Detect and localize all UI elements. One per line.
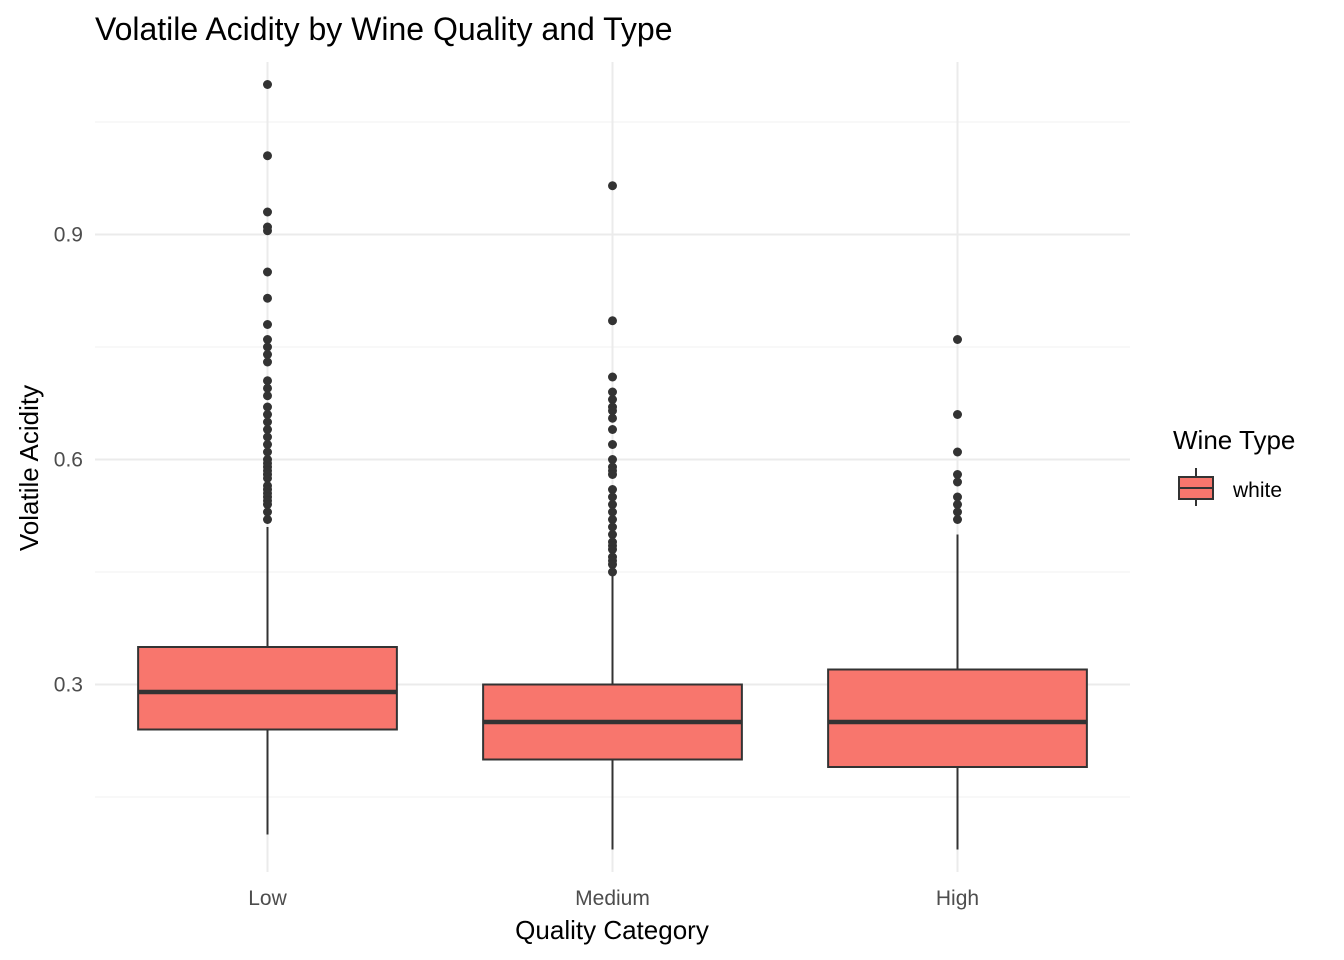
outlier-point — [608, 372, 617, 382]
outlier-point — [263, 507, 272, 517]
outlier-point — [953, 335, 962, 344]
outlier-point — [263, 342, 272, 352]
outlier-point — [263, 335, 272, 344]
outlier-point — [608, 560, 617, 569]
y-axis-ticks: 0.3 0.6 0.9 — [54, 224, 83, 697]
outlier-point — [263, 151, 272, 161]
outlier-point — [263, 440, 272, 449]
outlier-point — [263, 226, 272, 236]
outlier-point — [953, 477, 962, 487]
outlier-point — [263, 320, 272, 329]
legend-entries: white — [1178, 468, 1282, 506]
outlier-point — [263, 350, 272, 359]
outlier-point — [608, 522, 617, 532]
y-tick-label: 0.9 — [54, 224, 83, 247]
outlier-point — [608, 470, 617, 479]
outlier-point — [608, 500, 617, 509]
outlier-point — [953, 500, 962, 509]
outlier-point — [608, 440, 617, 449]
x-tick-label: High — [936, 887, 979, 910]
outlier-point — [608, 545, 617, 554]
legend: Wine Type white — [1173, 425, 1295, 506]
outlier-point — [608, 492, 617, 502]
outlier-point — [953, 447, 962, 457]
outlier-point — [608, 507, 617, 517]
outlier-point — [608, 515, 617, 524]
x-axis-title: Quality Category — [515, 915, 709, 945]
outlier-point — [608, 316, 617, 326]
box-low — [137, 80, 398, 835]
chart-title: Volatile Acidity by Wine Quality and Typ… — [95, 11, 673, 47]
outlier-point — [263, 267, 272, 277]
outlier-point — [608, 413, 617, 423]
outlier-point — [608, 567, 617, 577]
x-axis-ticks: Low Medium High — [248, 887, 979, 910]
x-tick-label: Low — [248, 887, 287, 910]
outlier-point — [953, 492, 962, 502]
box-plots — [137, 80, 1088, 850]
outlier-point — [263, 207, 272, 217]
outlier-point — [608, 181, 617, 191]
outlier-point — [608, 406, 617, 416]
box-medium — [482, 181, 743, 850]
outlier-point — [263, 357, 272, 367]
outlier-point — [263, 402, 272, 412]
box-iqr — [827, 668, 1088, 768]
outlier-point — [263, 80, 272, 89]
outlier-point — [263, 500, 272, 509]
y-axis-title: Volatile Acidity — [14, 385, 44, 551]
y-tick-label: 0.6 — [54, 449, 83, 472]
outlier-point — [263, 432, 272, 442]
outlier-point — [608, 425, 617, 434]
box-high — [827, 335, 1088, 850]
x-tick-label: Medium — [575, 887, 650, 910]
outlier-point — [263, 376, 272, 386]
legend-title: Wine Type — [1173, 425, 1295, 455]
outlier-point — [953, 515, 962, 524]
outlier-point — [953, 410, 962, 419]
outlier-point — [608, 530, 617, 539]
outlier-point — [608, 485, 617, 494]
outlier-point — [263, 383, 272, 393]
outlier-point — [263, 447, 272, 457]
outlier-point — [263, 417, 272, 427]
legend-entry: white — [1178, 468, 1282, 506]
outlier-point — [608, 455, 617, 464]
outlier-point — [263, 391, 272, 401]
box-iqr — [137, 646, 398, 731]
outlier-point — [263, 515, 272, 524]
outlier-point — [263, 425, 272, 434]
outlier-point — [263, 293, 272, 303]
y-tick-label: 0.3 — [54, 674, 83, 697]
legend-label: white — [1232, 479, 1282, 502]
outlier-point — [953, 507, 962, 517]
outlier-point — [608, 395, 617, 404]
outlier-point — [263, 473, 272, 483]
outlier-point — [263, 410, 272, 419]
outlier-point — [608, 387, 617, 397]
outlier-point — [953, 470, 962, 479]
